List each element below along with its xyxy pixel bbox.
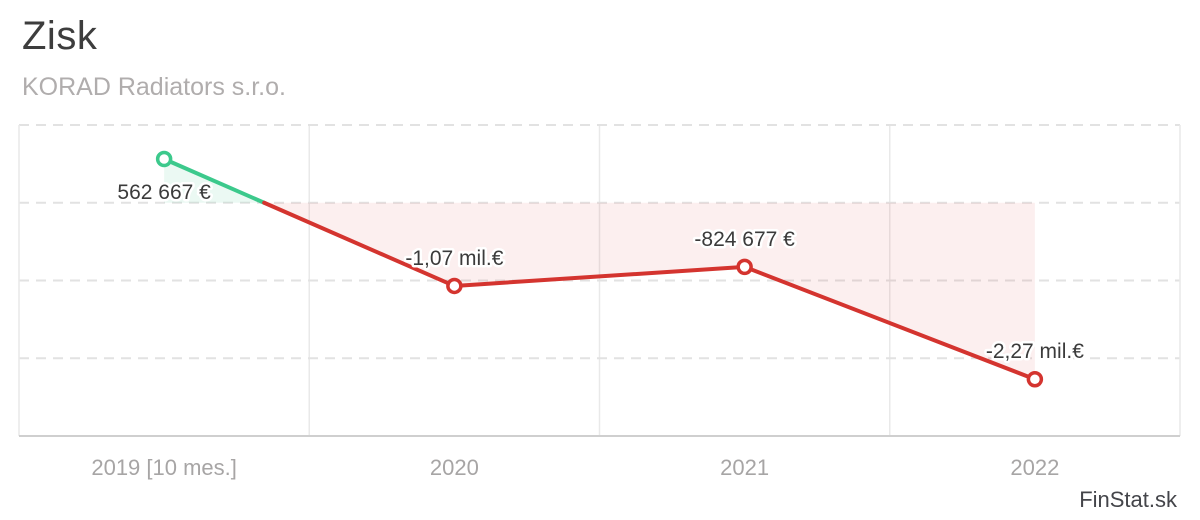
negative-area-fill: [264, 202, 1035, 380]
x-axis-label: 2022: [1010, 455, 1059, 480]
company-name: KORAD Radiators s.r.o.: [22, 73, 286, 101]
data-point[interactable]: [155, 150, 173, 168]
data-point[interactable]: [1026, 370, 1044, 388]
negative-line-segment: [262, 200, 1037, 382]
point-value-label: -824 677 €: [694, 228, 795, 251]
data-point[interactable]: [736, 258, 753, 276]
finstat-brand-link[interactable]: FinStat.sk: [1079, 487, 1177, 512]
data-point[interactable]: [446, 277, 463, 295]
point-value-label: -2,27 mil.€: [986, 340, 1084, 363]
chart-canvas[interactable]: 562 667 € -1,07 mil.€ -824 677 € -2,27 mil.…: [0, 120, 1200, 520]
point-value-label: -1,07 mil.€: [405, 247, 503, 270]
positive-line-segment: [162, 157, 267, 205]
point-value-label: 562 667 €: [117, 181, 211, 204]
x-axis-label: 2020: [430, 455, 479, 480]
page-title: Zisk: [22, 14, 98, 58]
x-axis-label: 2021: [720, 455, 769, 480]
profit-line-chart[interactable]: 562 667 € -1,07 mil.€ -824 677 € -2,27 mil.…: [0, 120, 1200, 520]
x-axis-label: 2019 [10 mes.]: [91, 455, 237, 480]
